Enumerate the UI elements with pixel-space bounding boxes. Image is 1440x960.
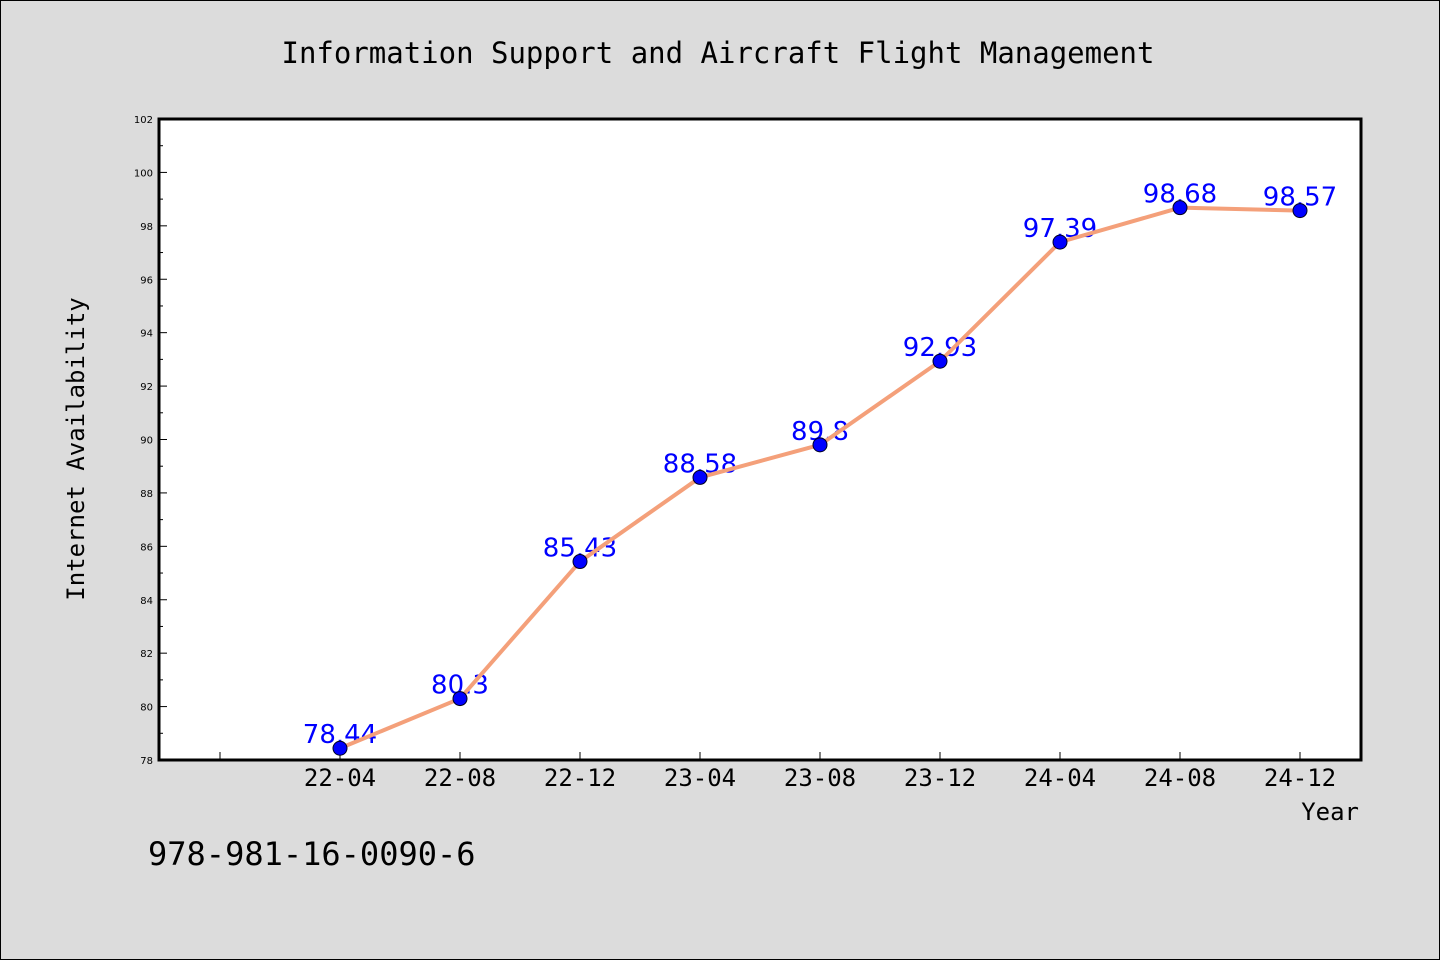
series-internet-availability [332,200,1308,756]
x-tick-label: 24-04 [1024,764,1096,792]
y-tick-label: 98 [140,222,153,233]
data-point [1292,203,1308,219]
x-tick-label: 22-12 [544,764,616,792]
data-point [332,740,348,756]
x-axis: 22-04 22-08 22-12 23-04 23-08 23-12 24-04 24-08… [219,752,1336,792]
x-tick-label: 23-04 [664,764,736,792]
y-axis: 78 80 82 84 86 88 90 92 94 96 98 100 102 [134,115,167,767]
x-tick-label: 24-08 [1144,764,1216,792]
data-point [932,353,948,369]
y-tick-label: 80 [140,703,153,714]
y-axis-label: Internet Availability [62,297,90,600]
footnote-isbn: 978-981-16-0090-6 [148,835,476,873]
y-tick-label: 78 [140,756,153,767]
x-tick-label: 22-04 [304,764,376,792]
data-point [692,469,708,485]
x-axis-label: Year [1301,798,1359,826]
y-tick-label: 96 [140,275,153,286]
data-point [812,437,828,453]
data-point [452,691,468,707]
chart-title: Information Support and Aircraft Flight … [282,36,1155,70]
x-tick-label: 24-12 [1264,764,1336,792]
y-tick-label: 92 [140,382,153,393]
x-tick-label: 23-12 [904,764,976,792]
plot-area [157,117,1363,762]
y-tick-label: 102 [134,115,153,126]
data-point [1172,200,1188,216]
data-point [572,554,588,570]
y-tick-label: 94 [140,329,153,340]
x-tick-label: 22-08 [424,764,496,792]
y-tick-label: 100 [134,168,153,179]
y-tick-label: 84 [140,596,153,607]
y-tick-label: 82 [140,649,153,660]
y-tick-label: 90 [140,436,153,447]
y-tick-label: 88 [140,489,153,500]
x-tick-label: 23-08 [784,764,856,792]
y-tick-label: 86 [140,542,153,553]
data-point [1052,234,1068,250]
